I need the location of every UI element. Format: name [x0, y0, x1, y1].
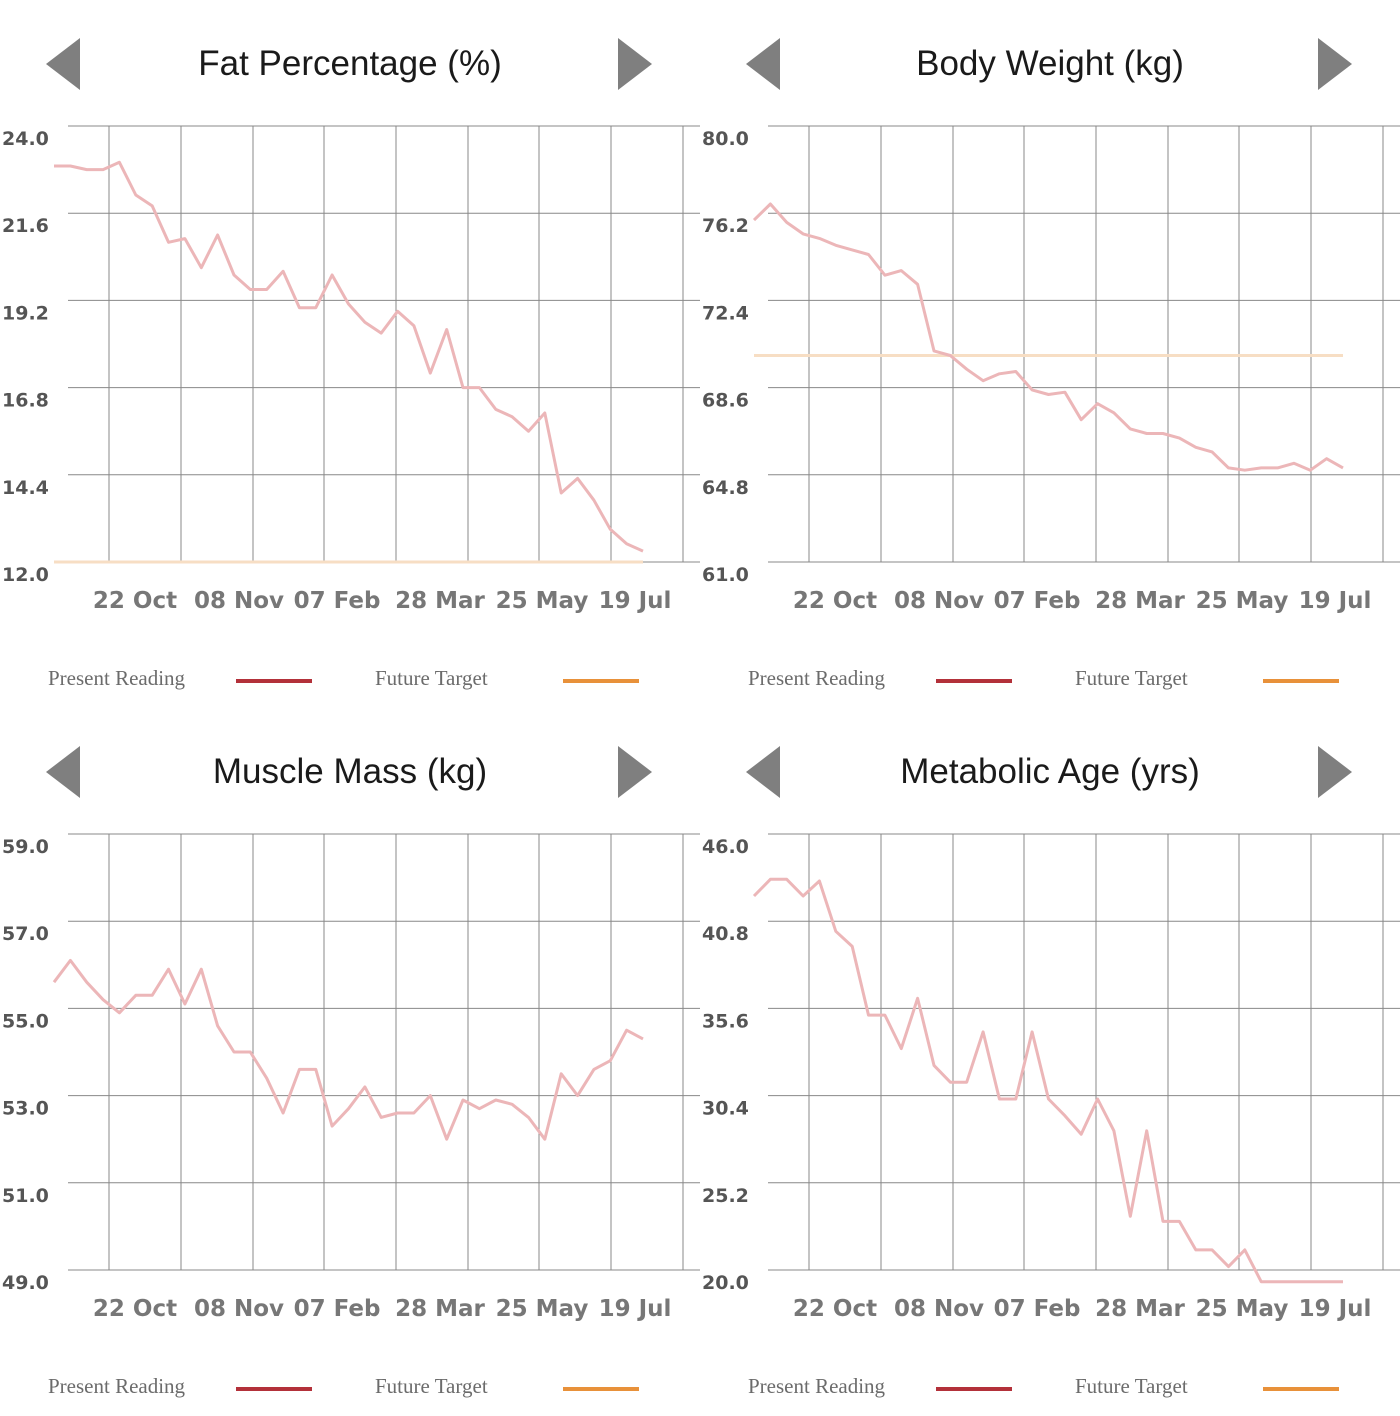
y-tick-label: 35.6: [702, 1010, 749, 1032]
next-arrow-icon[interactable]: [1318, 38, 1352, 90]
chart-title: Body Weight (kg): [916, 44, 1184, 83]
previous-arrow-icon[interactable]: [46, 746, 80, 798]
legend-present-swatch: [936, 1387, 1012, 1391]
chart-panel-metabolic-age: Metabolic Age (yrs) 46.0 40.8 35.6 30.4 25.2…: [700, 708, 1400, 1416]
legend-target-label: Future Target: [375, 666, 488, 690]
legend-present-label: Present Reading: [748, 1374, 886, 1398]
present-reading-line: [54, 160, 644, 553]
y-tick-label: 68.6: [702, 390, 749, 412]
legend-target-swatch: [563, 679, 639, 683]
x-tick-label: 25 May: [1196, 1296, 1289, 1322]
legend-present-swatch: [236, 1387, 312, 1391]
x-tick-label: 19 Jul: [599, 1296, 672, 1322]
y-tick-label: 12.0: [2, 564, 49, 586]
y-tick-label: 53.0: [2, 1098, 49, 1120]
x-tick-label: 28 Mar: [1095, 1296, 1185, 1322]
chart-title: Muscle Mass (kg): [212, 752, 488, 791]
x-tick-label: 22 Oct: [793, 1296, 877, 1322]
y-tick-label: 61.0: [702, 564, 749, 586]
y-tick-label: 14.4: [2, 477, 49, 499]
x-tick-label: 07 Feb: [294, 1296, 381, 1322]
chart-panel-muscle-mass: Muscle Mass (kg) 59.0 57.0 55.0 53.0 51.0 49.…: [0, 708, 700, 1416]
legend-target-swatch: [563, 1387, 639, 1391]
line-chart: 46.0 40.8 35.6 30.4 25.2 20.0 22 Oct 08 Nov 07 F…: [702, 833, 1400, 1322]
line-chart: 59.0 57.0 55.0 53.0 51.0 49.0 22 Oct 08 Nov 07 F…: [2, 833, 700, 1322]
legend-present-label: Present Reading: [48, 1374, 186, 1398]
x-tick-label: 19 Jul: [1299, 1296, 1372, 1322]
x-tick-label: 22 Oct: [93, 1296, 177, 1322]
x-tick-label: 07 Feb: [994, 1296, 1081, 1322]
x-tick-label: 25 May: [1196, 588, 1289, 614]
present-reading-line: [52, 958, 644, 1141]
x-tick-label: 19 Jul: [599, 588, 672, 614]
y-tick-label: 19.2: [2, 302, 49, 324]
present-reading-line: [752, 877, 1343, 1284]
x-tick-label: 08 Nov: [894, 588, 984, 614]
legend-present-label: Present Reading: [48, 666, 186, 690]
y-tick-label: 55.0: [2, 1010, 49, 1032]
y-tick-label: 59.0: [2, 836, 49, 858]
line-chart: 24.0 21.6 19.2 16.8 14.4 12.0 22 Oct 08 Nov 07 F…: [2, 125, 700, 614]
y-tick-label: 72.4: [702, 302, 749, 324]
legend-target-swatch: [1263, 679, 1339, 683]
y-tick-label: 64.8: [702, 477, 749, 499]
x-tick-label: 08 Nov: [894, 1296, 984, 1322]
legend-target-label: Future Target: [1075, 1374, 1188, 1398]
line-chart: 80.0 76.2 72.4 68.6 64.8 61.0 22 Oct 08 Nov 07 F…: [702, 125, 1400, 614]
y-tick-label: 40.8: [702, 923, 749, 945]
x-tick-label: 28 Mar: [395, 1296, 485, 1322]
y-tick-label: 20.0: [702, 1272, 749, 1294]
y-tick-label: 80.0: [702, 128, 749, 150]
x-tick-label: 07 Feb: [294, 588, 381, 614]
chart-panel-fat-percentage: Fat Percentage (%) 24.0 21.6 19.2 16.8 14.4 1…: [0, 0, 700, 708]
legend-target-label: Future Target: [375, 1374, 488, 1398]
y-tick-label: 30.4: [702, 1098, 749, 1120]
y-tick-label: 51.0: [2, 1185, 49, 1207]
previous-arrow-icon[interactable]: [746, 38, 780, 90]
x-tick-label: 08 Nov: [194, 1296, 284, 1322]
x-tick-label: 25 May: [496, 588, 589, 614]
legend-present-label: Present Reading: [748, 666, 886, 690]
y-tick-label: 49.0: [2, 1272, 49, 1294]
chart-title: Metabolic Age (yrs): [900, 752, 1200, 791]
y-tick-label: 46.0: [702, 836, 749, 858]
legend-present-swatch: [236, 679, 312, 683]
x-tick-label: 08 Nov: [194, 588, 284, 614]
y-tick-label: 24.0: [2, 128, 49, 150]
x-tick-label: 22 Oct: [793, 588, 877, 614]
chart-title: Fat Percentage (%): [198, 44, 502, 83]
x-tick-label: 28 Mar: [1095, 588, 1185, 614]
next-arrow-icon[interactable]: [1318, 746, 1352, 798]
x-tick-label: 25 May: [496, 1296, 589, 1322]
x-tick-label: 07 Feb: [994, 588, 1081, 614]
y-tick-label: 25.2: [702, 1185, 749, 1207]
y-tick-label: 57.0: [2, 923, 49, 945]
x-tick-label: 19 Jul: [1299, 588, 1372, 614]
legend-target-swatch: [1263, 1387, 1339, 1391]
legend-target-label: Future Target: [1075, 666, 1188, 690]
previous-arrow-icon[interactable]: [746, 746, 780, 798]
x-tick-label: 28 Mar: [395, 588, 485, 614]
legend-present-swatch: [936, 679, 1012, 683]
x-tick-label: 22 Oct: [93, 588, 177, 614]
next-arrow-icon[interactable]: [618, 38, 652, 90]
y-tick-label: 16.8: [2, 390, 49, 412]
y-tick-label: 21.6: [2, 215, 49, 237]
present-reading-line: [752, 202, 1344, 472]
chart-panel-body-weight: Body Weight (kg) 80.0 76.2 72.4 68.6 64.8 61.…: [700, 0, 1400, 708]
previous-arrow-icon[interactable]: [46, 38, 80, 90]
y-tick-label: 76.2: [702, 215, 749, 237]
next-arrow-icon[interactable]: [618, 746, 652, 798]
